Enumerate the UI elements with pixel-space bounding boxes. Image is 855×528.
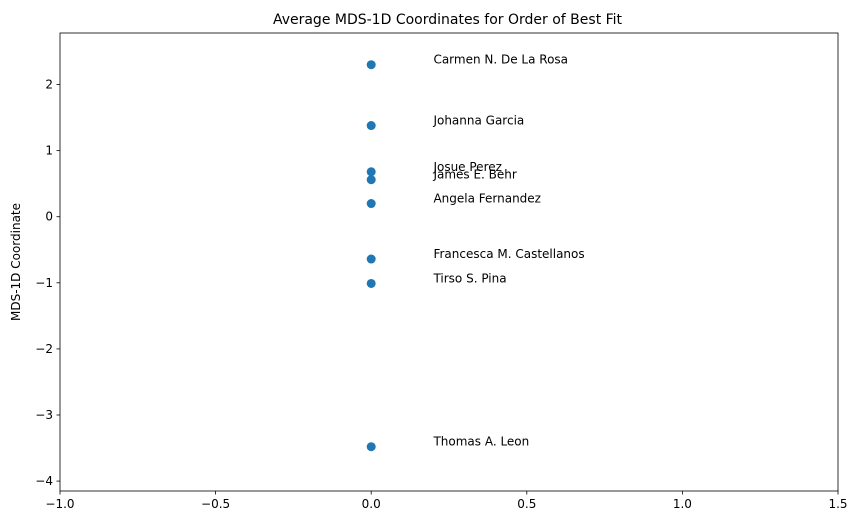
point-label: Carmen N. De La Rosa: [433, 53, 568, 67]
data-point: [366, 254, 376, 264]
point-label: Angela Fernandez: [433, 192, 541, 206]
data-point: [366, 175, 376, 185]
point-label: James E. Behr: [432, 168, 516, 182]
data-point: [366, 121, 376, 131]
data-point: [366, 199, 376, 209]
x-tick-label: 1.0: [673, 497, 692, 511]
y-tick-label: −4: [35, 474, 53, 488]
chart-title: Average MDS-1D Coordinates for Order of …: [273, 12, 623, 28]
x-tick-label: −1.0: [45, 497, 74, 511]
data-point: [366, 167, 376, 177]
x-tick-label: 0.0: [362, 497, 381, 511]
data-point: [366, 278, 376, 288]
y-tick-label: −2: [35, 342, 53, 356]
x-tick-label: −0.5: [201, 497, 230, 511]
y-tick-label: −3: [35, 408, 53, 422]
y-tick-label: 1: [45, 144, 53, 158]
x-tick-label: 0.5: [517, 497, 536, 511]
plot-area: −1.0 −0.5 0.0 0.5 1.0 1.5 −4 −3 −2 −1 0 1 2 Carmen N.…: [35, 32, 848, 511]
plot-frame: [59, 32, 839, 492]
y-tick-label: 0: [45, 210, 53, 224]
y-tick-label: −1: [35, 276, 53, 290]
point-label: Thomas A. Leon: [432, 435, 529, 449]
point-label: Tirso S. Pina: [432, 271, 506, 285]
point-label: Francesca M. Castellanos: [433, 247, 584, 261]
x-tick-label: 1.5: [828, 497, 847, 511]
data-point: [366, 442, 376, 452]
y-axis-title: MDS-1D Coordinate: [9, 203, 23, 321]
point-label: Johanna Garcia: [432, 114, 524, 128]
y-tick-label: 2: [45, 78, 53, 92]
data-point: [366, 60, 376, 70]
point-label: Josue Perez: [432, 160, 501, 174]
